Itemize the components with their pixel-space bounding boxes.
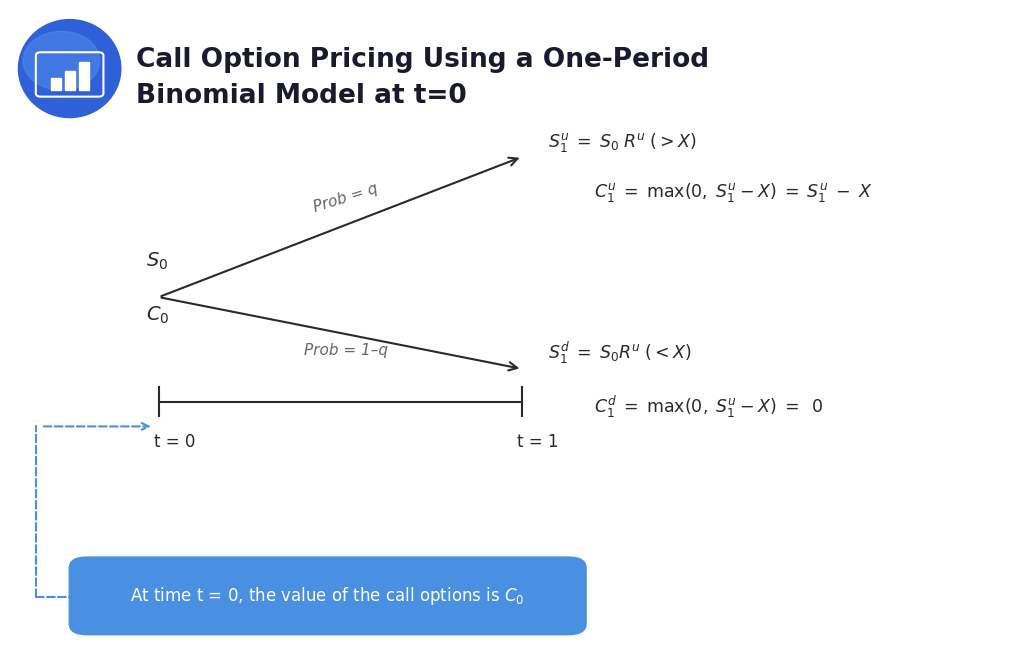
Text: Call Option Pricing Using a One-Period: Call Option Pricing Using a One-Period <box>136 47 710 73</box>
Text: $S_1^u\;=\;S_0\;R^u\;(>X)$: $S_1^u\;=\;S_0\;R^u\;(>X)$ <box>548 131 696 154</box>
Ellipse shape <box>23 31 100 90</box>
Text: t = 1: t = 1 <box>517 433 559 451</box>
Bar <box>51 78 61 90</box>
Text: t = 0: t = 0 <box>154 433 195 451</box>
Text: Prob = 1–q: Prob = 1–q <box>303 343 388 358</box>
Text: Prob = q: Prob = q <box>311 181 380 215</box>
Text: $S_0$: $S_0$ <box>146 251 169 272</box>
Text: Binomial Model at t=0: Binomial Model at t=0 <box>136 83 467 109</box>
Ellipse shape <box>18 20 121 118</box>
Text: $S_1^d\;=\;S_0 R^u\;(<X)$: $S_1^d\;=\;S_0 R^u\;(<X)$ <box>548 340 692 366</box>
Text: $C_1^u\;=\;\mathrm{max}(0,\;S_1^u - X)\;=\;S_1^u\;-\;X$: $C_1^u\;=\;\mathrm{max}(0,\;S_1^u - X)\;… <box>594 181 872 204</box>
Text: $C_1^d\;=\;\mathrm{max}(0,\;S_1^u - X)\;=\;\;0$: $C_1^d\;=\;\mathrm{max}(0,\;S_1^u - X)\;… <box>594 394 823 420</box>
FancyBboxPatch shape <box>69 556 587 635</box>
Bar <box>79 62 89 90</box>
Text: $C_0$: $C_0$ <box>146 305 170 326</box>
Bar <box>65 71 75 90</box>
Text: At time t = 0, the value of the call options is $C_0$: At time t = 0, the value of the call opt… <box>130 585 525 607</box>
